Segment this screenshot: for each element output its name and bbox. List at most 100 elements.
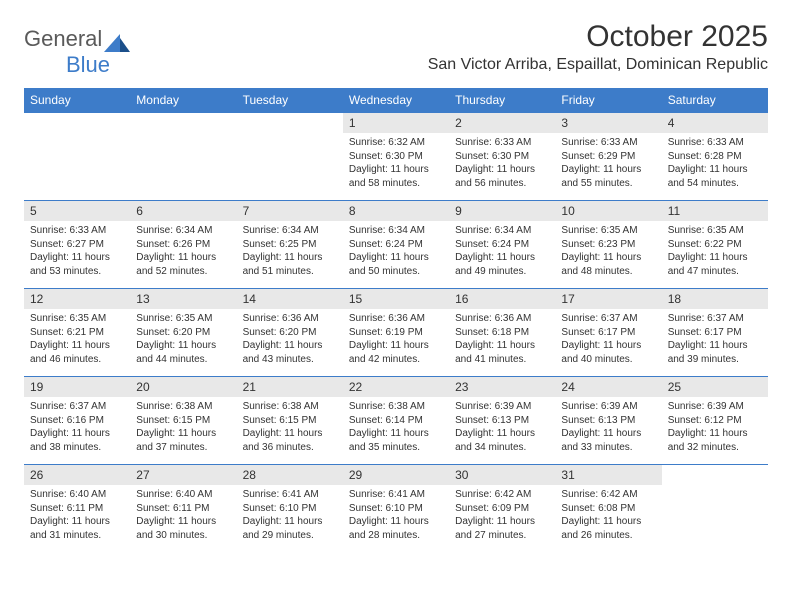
day-detail-cell: Sunrise: 6:42 AMSunset: 6:08 PMDaylight:…: [555, 485, 661, 552]
sunset-text: Sunset: 6:19 PM: [349, 326, 443, 340]
day-detail-cell: Sunrise: 6:42 AMSunset: 6:09 PMDaylight:…: [449, 485, 555, 552]
daylight-text: Daylight: 11 hours and 26 minutes.: [561, 515, 655, 542]
sunrise-text: Sunrise: 6:42 AM: [455, 488, 549, 502]
sunrise-text: Sunrise: 6:34 AM: [349, 224, 443, 238]
day-detail-cell: [130, 133, 236, 201]
day-number-cell: 21: [237, 377, 343, 398]
logo-triangle-icon: [104, 30, 130, 52]
calendar-body: 1234 Sunrise: 6:32 AMSunset: 6:30 PMDayl…: [24, 113, 768, 553]
sunrise-text: Sunrise: 6:38 AM: [243, 400, 337, 414]
day-number-cell: 6: [130, 201, 236, 222]
day-number-cell: 23: [449, 377, 555, 398]
sunrise-text: Sunrise: 6:36 AM: [243, 312, 337, 326]
sunset-text: Sunset: 6:20 PM: [136, 326, 230, 340]
logo-text-general: General: [24, 26, 102, 52]
day-detail-cell: Sunrise: 6:40 AMSunset: 6:11 PMDaylight:…: [130, 485, 236, 552]
sunrise-text: Sunrise: 6:33 AM: [30, 224, 124, 238]
day-detail-cell: Sunrise: 6:35 AMSunset: 6:22 PMDaylight:…: [662, 221, 768, 289]
day-header: Saturday: [662, 88, 768, 113]
sunrise-text: Sunrise: 6:41 AM: [243, 488, 337, 502]
day-detail-cell: Sunrise: 6:38 AMSunset: 6:15 PMDaylight:…: [130, 397, 236, 465]
sunrise-text: Sunrise: 6:35 AM: [668, 224, 762, 238]
day-detail-cell: Sunrise: 6:37 AMSunset: 6:16 PMDaylight:…: [24, 397, 130, 465]
daynum-row: 567891011: [24, 201, 768, 222]
sunrise-text: Sunrise: 6:37 AM: [561, 312, 655, 326]
sunset-text: Sunset: 6:10 PM: [349, 502, 443, 516]
sunrise-text: Sunrise: 6:33 AM: [455, 136, 549, 150]
sunrise-text: Sunrise: 6:32 AM: [349, 136, 443, 150]
daylight-text: Daylight: 11 hours and 47 minutes.: [668, 251, 762, 278]
daylight-text: Daylight: 11 hours and 39 minutes.: [668, 339, 762, 366]
sunrise-text: Sunrise: 6:38 AM: [349, 400, 443, 414]
day-number-cell: 15: [343, 289, 449, 310]
sunset-text: Sunset: 6:11 PM: [136, 502, 230, 516]
daylight-text: Daylight: 11 hours and 41 minutes.: [455, 339, 549, 366]
sunset-text: Sunset: 6:30 PM: [455, 150, 549, 164]
day-header: Friday: [555, 88, 661, 113]
day-number-cell: 8: [343, 201, 449, 222]
daylight-text: Daylight: 11 hours and 53 minutes.: [30, 251, 124, 278]
day-number-cell: 12: [24, 289, 130, 310]
calendar-table: Sunday Monday Tuesday Wednesday Thursday…: [24, 88, 768, 552]
sunset-text: Sunset: 6:26 PM: [136, 238, 230, 252]
sunset-text: Sunset: 6:24 PM: [349, 238, 443, 252]
sunrise-text: Sunrise: 6:35 AM: [30, 312, 124, 326]
day-detail-cell: Sunrise: 6:33 AMSunset: 6:29 PMDaylight:…: [555, 133, 661, 201]
day-number-cell: 26: [24, 465, 130, 486]
sunrise-text: Sunrise: 6:40 AM: [136, 488, 230, 502]
sunset-text: Sunset: 6:18 PM: [455, 326, 549, 340]
day-header: Thursday: [449, 88, 555, 113]
sunset-text: Sunset: 6:16 PM: [30, 414, 124, 428]
sunset-text: Sunset: 6:22 PM: [668, 238, 762, 252]
day-detail-cell: Sunrise: 6:34 AMSunset: 6:25 PMDaylight:…: [237, 221, 343, 289]
daylight-text: Daylight: 11 hours and 33 minutes.: [561, 427, 655, 454]
sunrise-text: Sunrise: 6:34 AM: [243, 224, 337, 238]
day-detail-cell: Sunrise: 6:33 AMSunset: 6:27 PMDaylight:…: [24, 221, 130, 289]
day-number-cell: [24, 113, 130, 134]
day-number-cell: 28: [237, 465, 343, 486]
day-header-row: Sunday Monday Tuesday Wednesday Thursday…: [24, 88, 768, 113]
daylight-text: Daylight: 11 hours and 35 minutes.: [349, 427, 443, 454]
sunrise-text: Sunrise: 6:39 AM: [455, 400, 549, 414]
header: GeneralBlue October 2025 San Victor Arri…: [24, 20, 768, 78]
daylight-text: Daylight: 11 hours and 32 minutes.: [668, 427, 762, 454]
sunset-text: Sunset: 6:09 PM: [455, 502, 549, 516]
daylight-text: Daylight: 11 hours and 38 minutes.: [30, 427, 124, 454]
day-number-cell: 16: [449, 289, 555, 310]
day-detail-cell: Sunrise: 6:36 AMSunset: 6:20 PMDaylight:…: [237, 309, 343, 377]
sunset-text: Sunset: 6:15 PM: [136, 414, 230, 428]
day-detail-cell: [24, 133, 130, 201]
daylight-text: Daylight: 11 hours and 58 minutes.: [349, 163, 443, 190]
day-header: Monday: [130, 88, 236, 113]
daylight-text: Daylight: 11 hours and 28 minutes.: [349, 515, 443, 542]
sunrise-text: Sunrise: 6:35 AM: [136, 312, 230, 326]
title-block: October 2025 San Victor Arriba, Espailla…: [428, 20, 768, 74]
day-detail-cell: Sunrise: 6:34 AMSunset: 6:24 PMDaylight:…: [343, 221, 449, 289]
day-detail-cell: Sunrise: 6:37 AMSunset: 6:17 PMDaylight:…: [555, 309, 661, 377]
day-detail-cell: Sunrise: 6:33 AMSunset: 6:28 PMDaylight:…: [662, 133, 768, 201]
day-header: Tuesday: [237, 88, 343, 113]
logo-text-blue: Blue: [66, 52, 110, 77]
day-detail-cell: Sunrise: 6:38 AMSunset: 6:15 PMDaylight:…: [237, 397, 343, 465]
day-detail-cell: Sunrise: 6:36 AMSunset: 6:18 PMDaylight:…: [449, 309, 555, 377]
day-number-cell: 18: [662, 289, 768, 310]
day-detail-cell: [237, 133, 343, 201]
day-detail-cell: Sunrise: 6:37 AMSunset: 6:17 PMDaylight:…: [662, 309, 768, 377]
day-number-cell: [237, 113, 343, 134]
day-detail-cell: Sunrise: 6:34 AMSunset: 6:24 PMDaylight:…: [449, 221, 555, 289]
day-number-cell: 3: [555, 113, 661, 134]
daylight-text: Daylight: 11 hours and 34 minutes.: [455, 427, 549, 454]
day-detail-cell: Sunrise: 6:38 AMSunset: 6:14 PMDaylight:…: [343, 397, 449, 465]
page: GeneralBlue October 2025 San Victor Arri…: [0, 0, 792, 572]
day-number-cell: 14: [237, 289, 343, 310]
sunrise-text: Sunrise: 6:39 AM: [561, 400, 655, 414]
daylight-text: Daylight: 11 hours and 50 minutes.: [349, 251, 443, 278]
sunrise-text: Sunrise: 6:34 AM: [455, 224, 549, 238]
day-number-cell: 11: [662, 201, 768, 222]
logo: GeneralBlue: [24, 26, 130, 78]
day-detail-cell: Sunrise: 6:41 AMSunset: 6:10 PMDaylight:…: [237, 485, 343, 552]
day-detail-cell: Sunrise: 6:39 AMSunset: 6:13 PMDaylight:…: [555, 397, 661, 465]
sunrise-text: Sunrise: 6:33 AM: [561, 136, 655, 150]
day-number-cell: 5: [24, 201, 130, 222]
day-number-cell: 1: [343, 113, 449, 134]
